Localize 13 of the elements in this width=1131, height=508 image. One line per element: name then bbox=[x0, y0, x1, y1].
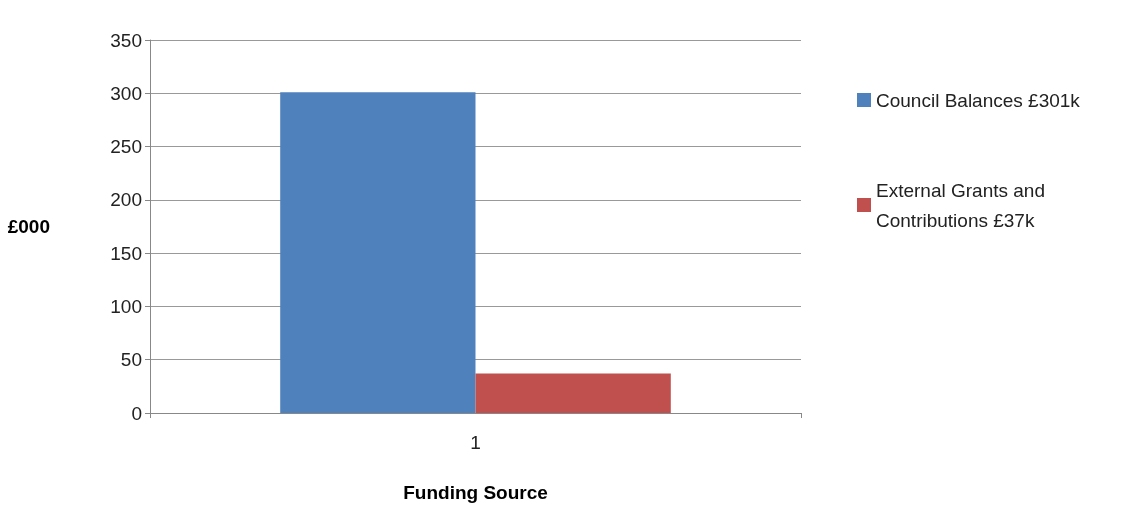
y-tick-label: 0 bbox=[131, 402, 142, 424]
y-tick-label: 350 bbox=[110, 29, 142, 51]
x-tick-label: 1 bbox=[470, 432, 481, 453]
y-tick-label: 300 bbox=[110, 82, 142, 104]
y-axis-title: £000 bbox=[7, 216, 50, 237]
legend-label: External Grants and Contributions £37k bbox=[876, 179, 1051, 231]
y-tick-label: 250 bbox=[110, 136, 142, 158]
y-tick-label: 50 bbox=[120, 349, 142, 371]
y-tick-label: 100 bbox=[110, 295, 142, 317]
x-axis-title: Funding Source bbox=[403, 482, 548, 503]
y-tick-label: 150 bbox=[110, 242, 142, 264]
legend-label: Council Balances £301k bbox=[876, 89, 1081, 111]
y-tick-label: 200 bbox=[110, 189, 142, 211]
